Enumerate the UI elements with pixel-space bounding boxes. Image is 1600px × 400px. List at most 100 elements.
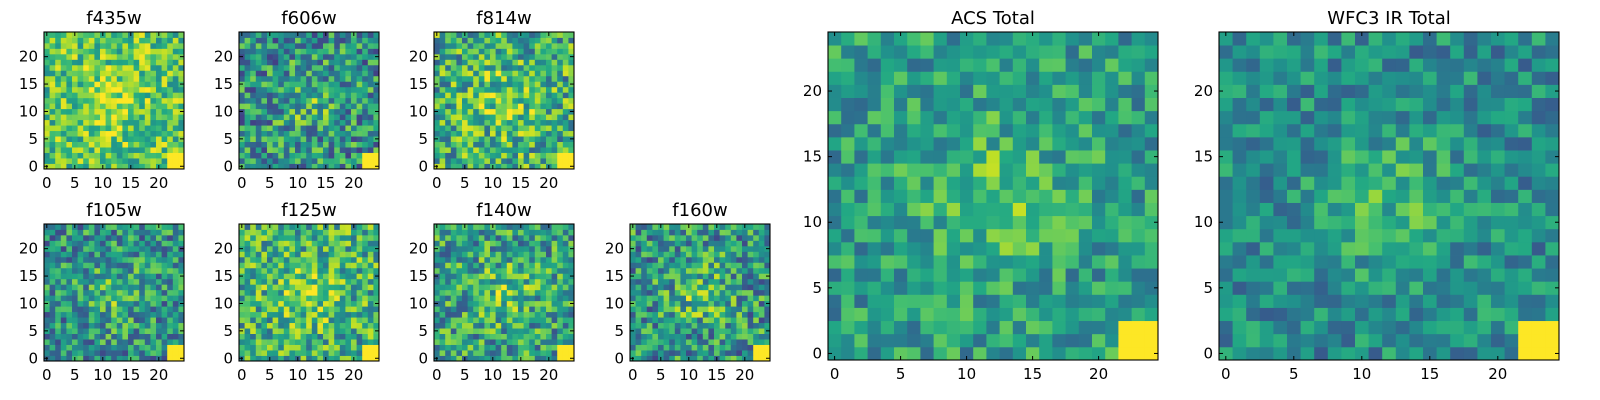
heatmap-cell <box>55 32 62 38</box>
heatmap-cell <box>72 344 78 351</box>
heatmap-cell <box>283 278 290 285</box>
heatmap-cell <box>49 289 56 296</box>
heatmap-cell <box>714 300 720 307</box>
heatmap-cell <box>172 284 179 291</box>
heatmap-cell <box>758 234 765 241</box>
heatmap-cell <box>356 224 363 230</box>
heatmap-cell <box>518 278 524 285</box>
heatmap-cell <box>255 42 262 49</box>
y-tick-label: 0 <box>28 349 38 367</box>
heatmap-cell <box>529 229 536 236</box>
heatmap-cell <box>828 320 842 335</box>
heatmap-cell <box>345 322 352 329</box>
heatmap-cell <box>139 262 146 269</box>
heatmap-cell <box>267 158 273 164</box>
heatmap-cell <box>467 158 474 164</box>
heatmap-cell <box>663 245 670 252</box>
heatmap-cell <box>478 344 485 351</box>
heatmap-cell <box>663 328 670 334</box>
heatmap-cell <box>94 234 101 241</box>
heatmap-cell <box>462 273 468 280</box>
y-tick-label: 5 <box>223 322 233 340</box>
heatmap-cell <box>139 64 146 71</box>
heatmap-cell <box>758 262 765 269</box>
heatmap-cell <box>244 103 251 110</box>
heatmap-cell <box>55 103 62 110</box>
heatmap-cell <box>116 251 123 258</box>
heatmap-cell <box>239 311 245 318</box>
heatmap-cell <box>719 267 726 274</box>
heatmap-cell <box>300 339 307 345</box>
x-tick-label: 15 <box>707 366 726 384</box>
heatmap-cell <box>161 114 168 121</box>
heatmap-cell <box>49 339 56 345</box>
heatmap-cell <box>367 152 374 159</box>
heatmap-cell <box>546 234 552 241</box>
heatmap-cell <box>523 37 530 44</box>
heatmap-cell <box>339 86 346 93</box>
heatmap-cell <box>128 317 134 324</box>
heatmap-cell <box>534 86 541 93</box>
heatmap-cell <box>60 289 67 296</box>
heatmap-cell <box>356 284 363 291</box>
heatmap-cell <box>742 278 748 285</box>
heatmap-cell <box>495 125 502 132</box>
heatmap-cell <box>55 81 62 88</box>
heatmap-cell <box>311 295 318 302</box>
heatmap-cell <box>753 245 760 252</box>
heatmap-cell <box>306 37 313 44</box>
heatmap-cell <box>317 267 324 274</box>
heatmap-cell <box>714 350 720 356</box>
axes-frame <box>43 223 185 362</box>
heatmap-cell <box>66 224 73 230</box>
heatmap-cell <box>445 147 452 153</box>
heatmap-cell <box>116 284 123 291</box>
heatmap-cell <box>456 59 463 66</box>
heatmap-cell <box>351 328 357 334</box>
heatmap-cell <box>60 300 67 307</box>
heatmap-cell <box>999 268 1014 282</box>
heatmap-cell <box>283 234 290 241</box>
heatmap-cell <box>283 136 290 142</box>
heatmap-cell <box>529 32 536 38</box>
heatmap-cell <box>172 262 179 269</box>
heatmap-cell <box>306 311 313 318</box>
heatmap-cell <box>523 311 530 318</box>
heatmap-cell <box>317 42 324 49</box>
heatmap-cell <box>356 70 363 77</box>
heatmap-cell <box>255 295 262 302</box>
heatmap-cell <box>854 202 868 217</box>
heatmap-cell <box>894 281 908 295</box>
heatmap-cell <box>467 339 474 345</box>
heatmap-cell <box>1092 163 1106 177</box>
heatmap-cell <box>88 273 95 280</box>
heatmap-cell <box>250 64 257 71</box>
heatmap-cell <box>139 311 146 318</box>
heatmap-cell <box>439 344 446 351</box>
heatmap-cell <box>161 289 168 296</box>
heatmap-cell <box>367 350 374 356</box>
heatmap-cell <box>272 322 279 329</box>
heatmap-cell <box>172 70 179 77</box>
heatmap-cell <box>351 158 357 164</box>
heatmap-cell <box>523 234 530 241</box>
heatmap-cell <box>77 284 84 291</box>
heatmap-cell <box>317 300 324 307</box>
heatmap-cell <box>94 119 101 126</box>
heatmap-cell <box>518 108 524 115</box>
heatmap-cell <box>311 311 318 318</box>
heatmap-cell <box>272 311 279 318</box>
heatmap-cell <box>49 224 56 230</box>
heatmap-cell <box>77 141 84 148</box>
heatmap-cell <box>105 53 112 60</box>
heatmap-cell <box>111 163 118 170</box>
heatmap-cell <box>1092 320 1106 335</box>
heatmap-cell <box>663 256 670 263</box>
heatmap-cell <box>478 119 485 126</box>
heatmap-cell <box>529 103 536 110</box>
heatmap-cell <box>356 317 363 324</box>
heatmap-cell <box>467 147 474 153</box>
heatmap-cell <box>55 328 62 334</box>
heatmap-cell <box>445 300 452 307</box>
heatmap-cell <box>764 317 771 324</box>
